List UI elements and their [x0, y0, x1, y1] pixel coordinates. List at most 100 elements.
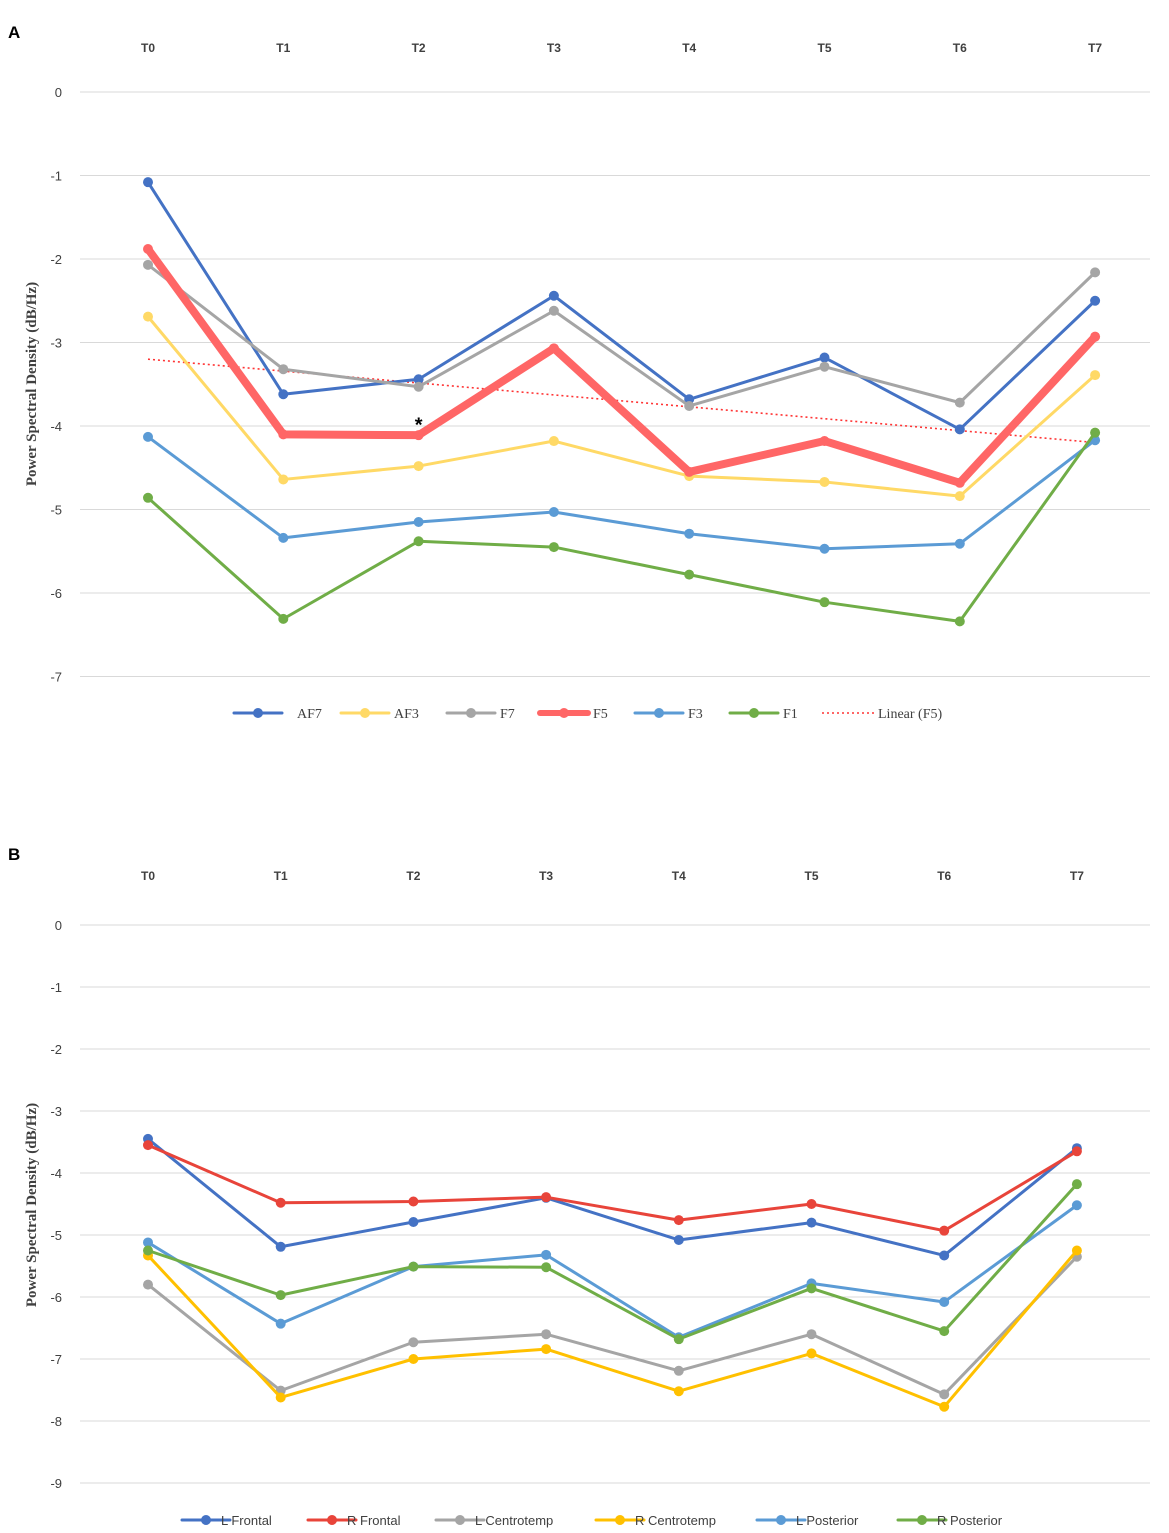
panel-a-legend-item: F1 [728, 707, 798, 722]
panel-a-legend-marker [749, 708, 759, 718]
panel-b-data-point [939, 1225, 950, 1236]
panel-b-data-point [541, 1262, 552, 1273]
panel-b-series-line [146, 1182, 1079, 1341]
panel-b-data-point [408, 1261, 419, 1272]
panel-a-data-point [413, 461, 424, 472]
panel-a-y-axis-label: Power Spectral Density (dB/Hz) [24, 282, 40, 486]
panel-b-data-point [806, 1199, 817, 1209]
panel-a-legend-marker [654, 708, 664, 718]
panel-b-data-point [143, 1237, 153, 1248]
panel-a-data-point [548, 290, 559, 301]
panel-b-legend-item: L Centrotemp [434, 1513, 553, 1528]
panel-a-data-point [954, 616, 965, 627]
panel-a-data-point [278, 474, 289, 485]
panel-a-data-point [684, 400, 695, 411]
panel-a-data-point [954, 424, 965, 435]
panel-a-data-point [143, 431, 153, 442]
panel-a-significance-annotation: * [415, 415, 423, 437]
panel-a-category-label: T2 [412, 41, 426, 55]
panel-a-category-label: T7 [1088, 41, 1102, 55]
panel-b-category-label: T4 [672, 869, 686, 883]
panel-b-data-point [673, 1365, 684, 1376]
panel-a-series-f1 [143, 427, 1101, 627]
panel-b-data-point [1071, 1179, 1082, 1190]
panel-a-series-f5 [143, 243, 1101, 488]
panel-b-data-point [275, 1197, 286, 1208]
panel-a-data-point [413, 517, 424, 528]
panel-a-series-f7 [143, 259, 1101, 411]
panel-a-data-point [413, 374, 424, 385]
panel-b-data-point [408, 1354, 419, 1364]
panel-a-data-point [1090, 427, 1101, 438]
panel-b-series-r-posterior [143, 1179, 1082, 1345]
panel-b-data-point [275, 1392, 286, 1403]
panel-b-legend-item: R Posterior [896, 1513, 1003, 1528]
panel-b-chart: B 0 -1 -2 -3 -4 -5 -6 -7 -8 -9 T0 T1 T2 T3 T4 T5 T6 T7 Powe… [8, 845, 1150, 1528]
panel-a-series-line [146, 180, 1097, 431]
panel-b-y-tick-label: -6 [50, 1290, 62, 1305]
panel-a-data-point [278, 532, 289, 543]
panel-b-y-axis-label: Power Spectral Density (dB/Hz) [24, 1103, 40, 1307]
panel-b-letter: B [8, 845, 20, 864]
panel-b-data-point [408, 1216, 419, 1227]
panel-b-legend-marker [776, 1515, 786, 1525]
panel-a-legend-item: AF7 [232, 707, 322, 722]
panel-b-data-point [408, 1196, 419, 1207]
panel-a-legend-marker [559, 708, 569, 718]
panel-b-data-point [275, 1318, 286, 1329]
panel-b-data-point [806, 1283, 817, 1294]
panel-b-data-point [806, 1348, 817, 1359]
panel-b-y-tick-label: -1 [50, 980, 62, 995]
panel-b-series-line [146, 1249, 1079, 1409]
panel-a-series-line [144, 244, 1100, 487]
panel-a-legend: AF7 AF3 F7 F5 F3 F1 Linear (F5) [232, 707, 942, 722]
panel-a-category-label: T3 [547, 41, 561, 55]
panel-a-series-line [146, 435, 1097, 551]
panel-b-legend-label: R Frontal [347, 1513, 401, 1528]
panel-a-data-point [143, 492, 153, 503]
panel-a-data-point [819, 352, 830, 363]
panel-a-data-point [413, 381, 424, 392]
panel-b-legend-marker [327, 1515, 337, 1525]
panel-b-series-line [146, 1255, 1079, 1396]
panel-b-y-tick-label: -5 [50, 1228, 62, 1243]
panel-a-y-tick-label: -3 [50, 336, 62, 351]
panel-a-legend-label: AF7 [297, 707, 322, 722]
panel-b-data-point [673, 1215, 684, 1226]
panel-a-data-point [278, 429, 289, 440]
panel-a-legend-item: F5 [537, 707, 608, 722]
panel-a-data-point [413, 536, 424, 547]
panel-a-data-point [819, 476, 830, 487]
panel-a-chart: A 0 -1 -2 -3 -4 -5 -6 -7 T0 T1 T2 T3 T4 T5 T6 T7 Power Sp… [8, 23, 1150, 722]
panel-a-legend-label: Linear (F5) [878, 707, 942, 722]
panel-b-y-tick-label: -9 [50, 1476, 62, 1491]
panel-b-legend-item: R Centrotemp [594, 1513, 716, 1528]
panel-b-data-point [939, 1389, 950, 1400]
panel-a-data-point [954, 397, 965, 408]
panel-b-data-point [939, 1296, 950, 1307]
panel-b-legend-marker [917, 1515, 927, 1525]
panel-b-category-label: T3 [539, 869, 553, 883]
panel-b-y-tick-label: -8 [50, 1414, 62, 1429]
panel-a-data-point [1090, 267, 1101, 278]
panel-b-data-point [673, 1334, 684, 1345]
panel-a-y-tick-label: -4 [50, 419, 62, 434]
panel-b-category-label: T2 [406, 869, 420, 883]
panel-a-data-point [819, 597, 830, 608]
panel-b-data-point [541, 1329, 552, 1340]
panel-a-y-tick-label: -7 [50, 670, 62, 685]
panel-b-data-point [1071, 1245, 1082, 1256]
panel-b-legend-marker [615, 1515, 625, 1525]
panel-a-data-point [548, 436, 559, 447]
panel-b-data-point [673, 1234, 684, 1245]
panel-a-data-point [278, 613, 289, 624]
panel-b-data-point [143, 1140, 153, 1151]
panel-b-category-label: T5 [804, 869, 818, 883]
panel-b-y-tick-label: -2 [50, 1042, 62, 1057]
panel-a-data-point [143, 243, 153, 254]
panel-a-data-point [1090, 331, 1101, 342]
panel-b-data-point [541, 1249, 552, 1260]
panel-b-legend-marker [201, 1515, 211, 1525]
panel-b-legend-label: R Centrotemp [635, 1513, 716, 1528]
